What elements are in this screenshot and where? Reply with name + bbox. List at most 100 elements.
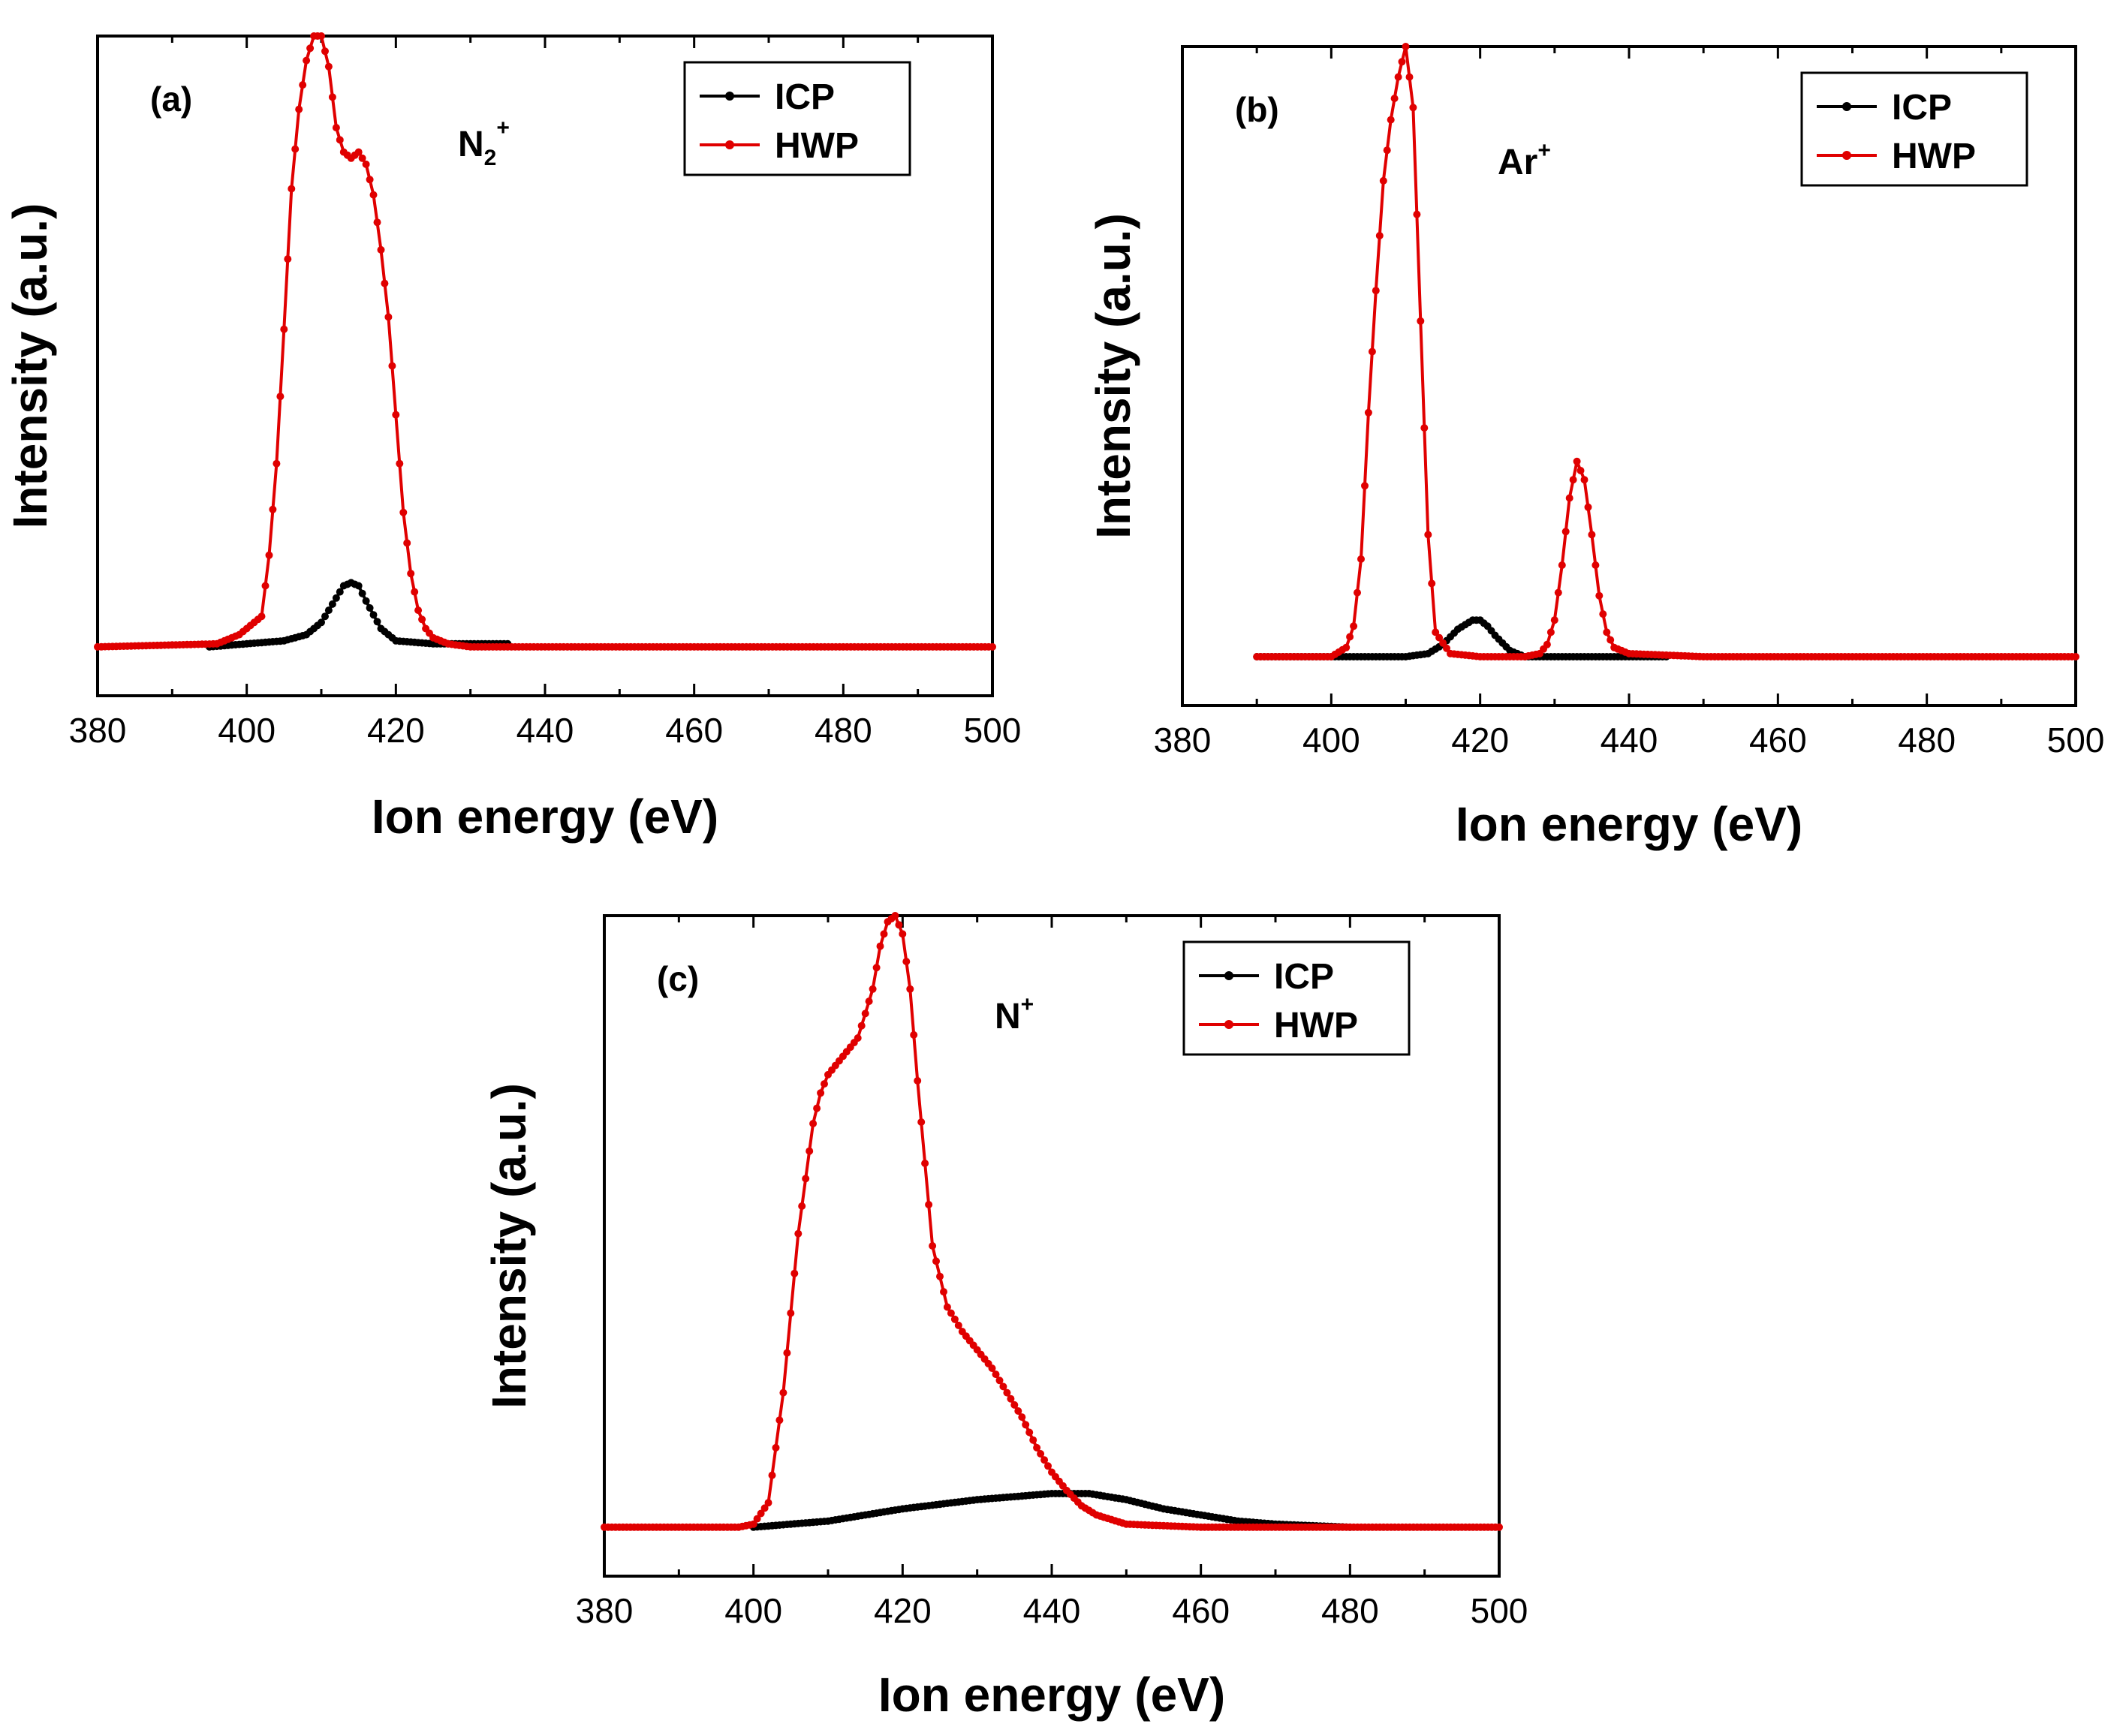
data-point-hwp <box>1354 588 1361 597</box>
x-axis-title: Ion energy (eV) <box>878 1668 1225 1722</box>
data-point-hwp <box>1018 1413 1026 1422</box>
data-point-hwp <box>1565 494 1573 502</box>
legend-swatch-marker-hwp <box>1842 151 1851 160</box>
x-tick-label: 440 <box>516 711 574 750</box>
data-point-hwp <box>291 145 300 153</box>
legend-swatch-marker-icp <box>1842 102 1851 111</box>
data-point-hwp <box>806 1147 814 1155</box>
ion-annotation: N2 + <box>458 116 510 170</box>
series-markers-hwp <box>601 912 1503 1531</box>
x-axis-title: Ion energy (eV) <box>372 790 718 844</box>
data-point-hwp <box>392 411 400 419</box>
x-tick-label: 500 <box>1471 1591 1528 1630</box>
data-point-hwp <box>336 136 344 144</box>
data-point-hwp <box>1398 58 1406 66</box>
data-point-icp <box>336 588 344 596</box>
legend: ICP HWP <box>683 61 911 176</box>
data-point-hwp <box>288 185 296 193</box>
panel-label: (a) <box>150 80 192 119</box>
series-markers-icp <box>206 579 512 651</box>
y-axis-title: Intensity (a.u.) <box>3 203 57 529</box>
data-point-hwp <box>295 105 303 113</box>
data-point-hwp <box>303 56 311 65</box>
data-point-hwp <box>865 997 873 1006</box>
data-point-hwp <box>273 459 281 468</box>
data-point-hwp <box>1394 73 1402 81</box>
data-point-hwp <box>1040 1456 1049 1464</box>
panel-label: (c) <box>657 959 699 998</box>
y-axis-title: Intensity (a.u.) <box>1086 213 1140 539</box>
data-point-hwp <box>1033 1443 1041 1452</box>
x-tick-label: 440 <box>1023 1591 1081 1630</box>
legend-label-icp: ICP <box>1274 957 1334 997</box>
data-point-hwp <box>1561 528 1570 536</box>
data-point-hwp <box>753 1515 761 1523</box>
data-point-hwp <box>1003 1388 1011 1397</box>
data-point-icp <box>354 582 363 590</box>
data-point-hwp <box>1361 482 1369 490</box>
legend-swatch-marker-icp <box>725 92 734 101</box>
ion-annotation-base: N <box>995 997 1021 1036</box>
legend-label-hwp: HWP <box>775 126 859 166</box>
data-point-hwp <box>324 62 333 71</box>
data-point-hwp <box>1010 1401 1019 1409</box>
data-point-hwp <box>328 93 336 101</box>
data-point-hwp <box>940 1288 947 1296</box>
data-point-hwp <box>332 124 340 132</box>
data-point-hwp <box>995 1376 1004 1385</box>
data-point-hwp <box>1025 1428 1034 1437</box>
data-point-hwp <box>760 1504 769 1512</box>
data-point-hwp <box>362 160 370 168</box>
data-point-hwp <box>1558 561 1566 569</box>
data-point-icp <box>358 589 366 597</box>
x-tick-label: 380 <box>576 1591 634 1630</box>
data-point-hwp <box>414 606 423 615</box>
data-point-hwp <box>276 393 285 401</box>
data-point-hwp <box>1432 628 1440 636</box>
data-point-hwp <box>757 1509 765 1518</box>
ion-annotation-sub: 2 <box>484 146 497 170</box>
ion-annotation-base: N <box>458 125 484 164</box>
data-point-hwp <box>261 582 270 590</box>
data-point-hwp <box>798 1202 806 1210</box>
x-tick-label: 460 <box>665 711 723 750</box>
data-point-hwp <box>1595 591 1604 600</box>
data-point-hwp <box>768 1471 776 1479</box>
data-point-icp <box>324 606 333 615</box>
data-point-hwp <box>779 1388 787 1397</box>
legend-box <box>683 61 911 176</box>
data-point-hwp <box>936 1272 944 1280</box>
ion-annotation-sup: + <box>1537 138 1551 163</box>
data-point-hwp <box>1435 633 1444 642</box>
x-tick-label: 400 <box>218 711 276 750</box>
data-point-hwp <box>1357 555 1365 563</box>
x-tick-label: 400 <box>724 1591 782 1630</box>
data-point-hwp <box>809 1120 818 1127</box>
legend: ICP HWP <box>1182 940 1411 1056</box>
data-point-hwp <box>1402 43 1410 50</box>
data-point-icp <box>369 611 378 619</box>
data-point-hwp <box>925 1201 933 1208</box>
data-point-hwp <box>399 508 408 516</box>
data-point-hwp <box>917 1118 926 1126</box>
data-point-hwp <box>921 1160 929 1167</box>
data-point-hwp <box>869 985 877 993</box>
x-tick-label: 480 <box>815 711 872 750</box>
data-point-icp <box>318 618 325 627</box>
data-point-hwp <box>280 325 288 333</box>
x-tick-label: 380 <box>69 711 127 750</box>
legend-box <box>1800 71 2028 187</box>
data-point-hwp <box>1599 610 1607 618</box>
data-point-hwp <box>284 255 292 263</box>
data-point-hwp <box>354 148 363 156</box>
data-point-hwp <box>910 1030 918 1039</box>
data-point-hwp <box>1379 176 1387 185</box>
x-tick-label: 480 <box>1321 1591 1379 1630</box>
x-tick-label: 440 <box>1601 721 1658 760</box>
data-point-hwp <box>1424 531 1432 539</box>
data-point-icp <box>362 597 370 605</box>
data-point-hwp <box>906 985 914 993</box>
data-point-hwp <box>373 218 381 227</box>
data-point-hwp <box>794 1229 803 1238</box>
